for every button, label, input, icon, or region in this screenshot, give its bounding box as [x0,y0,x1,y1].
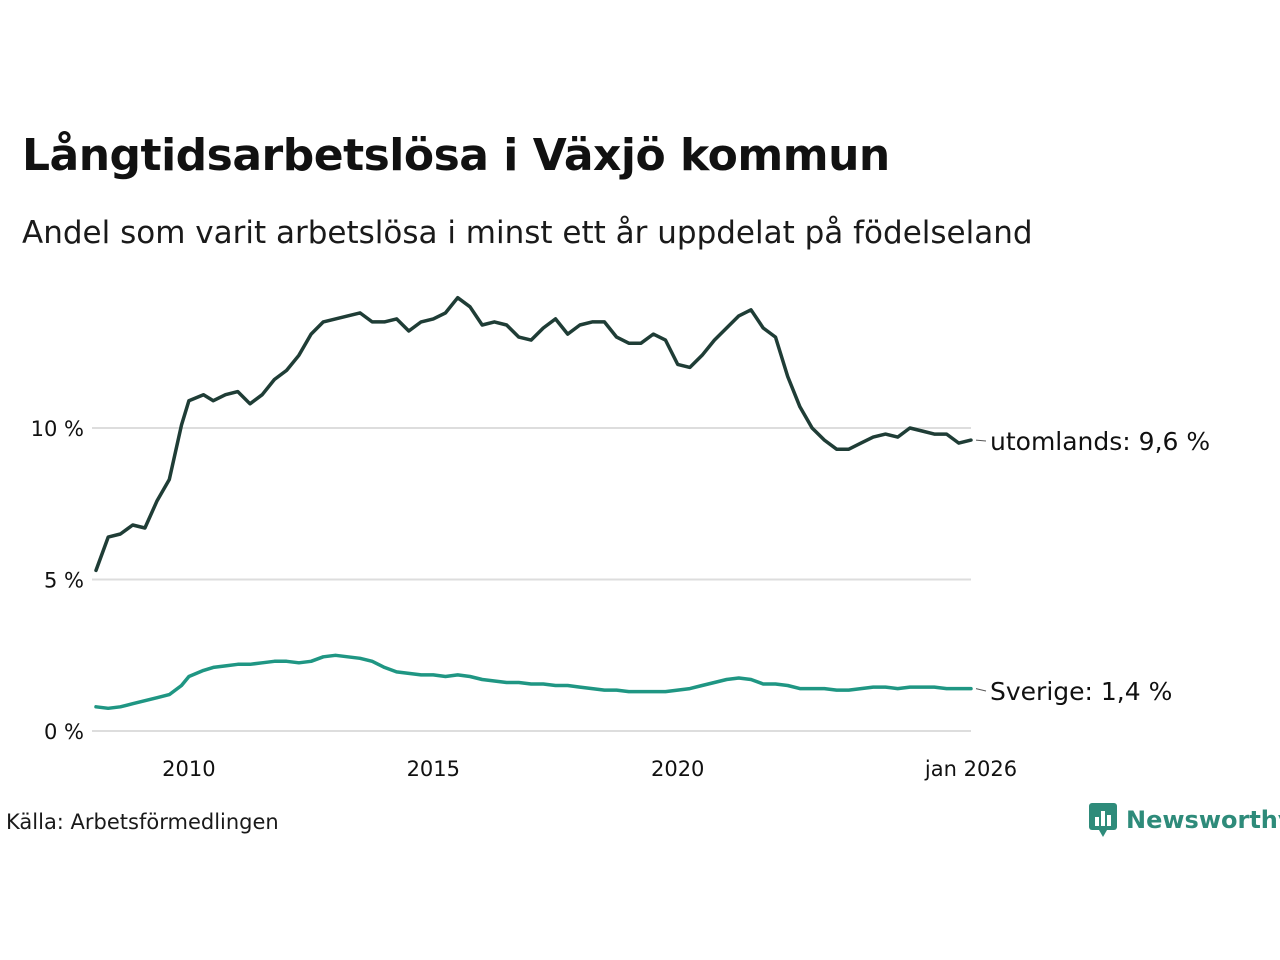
newsworthy-logo-icon [1089,803,1117,837]
x-tick-label: 2020 [651,757,704,781]
logo-text: Newsworthy [1126,806,1280,834]
y-tick-label: 0 % [44,720,84,744]
gridlines [92,427,971,732]
x-axis-ticks: 2010 2015 2020 jan 2026 [162,757,1017,781]
series-end-labels: utomlands: 9,6 % Sverige: 1,4 % [975,427,1210,706]
series-line-sverige [94,653,973,711]
y-tick-label: 5 % [44,569,84,593]
end-label-connector [975,439,987,442]
x-tick-label: jan 2026 [924,757,1017,781]
source-note: Källa: Arbetsförmedlingen [6,810,279,834]
series-lines [94,295,973,711]
chart-title: Långtidsarbetslösa i Växjö kommun [22,130,890,181]
x-tick-label: 2015 [407,757,460,781]
x-tick-label: 2010 [162,757,215,781]
chart-subtitle: Andel som varit arbetslösa i minst ett å… [22,215,1033,251]
series-line-utomlands [94,295,973,573]
y-tick-label: 10 % [31,417,84,441]
end-label-connector [975,688,987,692]
end-label-utomlands: utomlands: 9,6 % [990,427,1210,456]
y-axis-ticks: 0 % 5 % 10 % [31,417,84,744]
end-label-sverige: Sverige: 1,4 % [990,677,1172,706]
newsworthy-logo: Newsworthy [1088,802,1280,838]
